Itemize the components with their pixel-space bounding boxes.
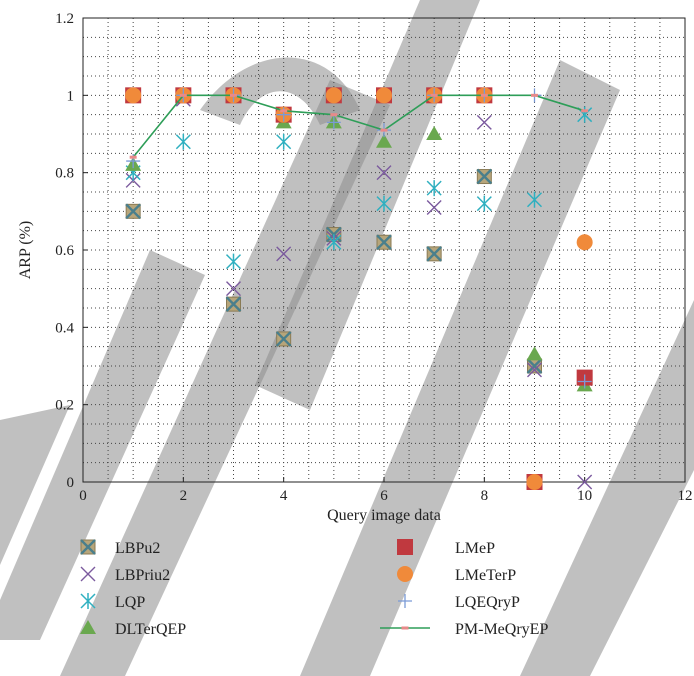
point-pm-meqryep [581,109,589,113]
point-lbpu2 [476,168,493,185]
watermark-band-3 [60,80,390,676]
y-tick-label: 0 [67,475,75,491]
legend-label-lqeqryp: LQEQryP [455,594,520,611]
point-pm-meqryep [230,93,237,97]
legend-symbol-lbpu2 [80,539,96,555]
point-lmeterp [376,87,392,104]
x-tick-label: 8 [481,488,489,504]
point-lqp [526,191,543,208]
watermark-band-2 [0,250,205,640]
legend: LBPu2 LBPriu2 LQP DLTerQEP LMeP LMeTerP LQEQry… [80,539,548,638]
series-layer [125,87,593,490]
point-lqp [276,133,292,150]
point-lbpu2 [125,203,142,220]
point-pm-meqryep [330,113,338,117]
point-lqp [476,195,492,212]
y-tick-label: 0.8 [55,166,74,182]
point-lbpriu2 [577,474,593,490]
point-dlterqep [526,346,543,361]
legend-symbol-lmeterp [397,566,413,582]
point-lmeterp [325,87,342,104]
legend-symbol-lqeqryp [398,594,412,608]
legend-label-lmep: LMeP [455,540,495,557]
point-lqeqryp [326,115,341,130]
legend-symbol-dlterqep [80,620,96,634]
point-pm-meqryep [129,155,137,159]
legend-label-lmeterp: LMeTerP [455,567,516,584]
y-tick-label: 0.2 [55,398,74,414]
x-axis-title: Query image data [327,507,441,524]
point-lbpriu2 [226,281,241,297]
point-lbpriu2 [476,114,492,130]
legend-item-lqp: LQP [80,593,145,611]
legend-symbol-pm-meqryep [380,626,430,630]
point-dlterqep [426,126,443,140]
point-pm-meqryep [280,109,288,113]
point-lqp [175,133,191,150]
point-lbpu2 [426,246,443,262]
point-lqeqryp [577,374,592,389]
legend-symbol-lbpriu2 [80,566,96,582]
legend-label-pm-meqryep: PM-MeQryEP [455,621,548,638]
point-lmeterp [125,87,142,104]
point-lbpriu2 [376,165,392,181]
point-pm-meqryep [430,93,438,97]
point-lqp [376,195,392,212]
x-tick-label: 0 [79,488,87,504]
series-lbpu2 [125,87,543,374]
point-lbpu2 [526,358,543,374]
point-lbpu2 [275,331,292,347]
point-pm-meqryep [531,93,538,97]
point-lbpriu2 [426,199,442,215]
watermark-band-1 [0,405,70,565]
point-lmeterp [576,234,593,251]
series-pm-meqryep [129,93,589,159]
x-tick-label: 10 [577,488,592,504]
point-dlterqep [376,133,392,148]
watermark-band-7 [200,57,360,125]
point-pm-meqryep [179,93,187,97]
y-tick-label: 1 [67,88,75,104]
y-tick-label: 1.2 [55,11,74,27]
legend-symbol-lmep [397,539,413,555]
point-lqp [426,180,442,197]
legend-label-dlterqep: DLTerQEP [115,621,186,638]
legend-item-lmeterp: LMeTerP [397,566,516,584]
x-tick-label: 12 [678,488,693,504]
y-axis: 0 0.2 0.4 0.6 0.8 1 1.2 [55,11,88,491]
watermark-band-5 [300,60,620,676]
point-lqp [326,234,342,251]
legend-item-lbpu2: LBPu2 [80,539,160,557]
x-tick-label: 6 [380,488,388,504]
legend-symbol-lqp [80,593,96,609]
series-line-pm-meqryep [132,94,585,158]
point-lqp [225,253,242,270]
point-lbpu2 [225,296,242,312]
y-axis-title: ARP (%) [17,221,34,280]
point-lbpriu2 [276,246,292,262]
point-lmeterp [526,474,543,490]
point-pm-meqryep [380,128,388,132]
legend-item-lqeqryp: LQEQryP [398,594,520,611]
y-tick-label: 0.4 [55,320,74,336]
watermark-band-6 [520,300,694,676]
legend-item-dlterqep: DLTerQEP [80,620,186,638]
y-tick-label: 0.6 [55,243,74,259]
legend-label-lbpriu2: LBPriu2 [115,567,170,584]
point-lbpriu2 [527,362,542,378]
point-pm-meqryep [480,93,488,97]
x-axis: 0 2 4 6 8 10 12 [79,477,693,504]
x-tick-label: 2 [180,488,188,504]
point-lbpu2 [376,234,392,251]
legend-item-pm-meqryep: PM-MeQryEP [380,621,548,638]
x-tick-label: 4 [280,488,288,504]
legend-item-lbpriu2: LBPriu2 [80,566,170,584]
legend-label-lbpu2: LBPu2 [115,540,160,557]
legend-label-lqp: LQP [115,594,145,611]
series-lqp [125,106,593,270]
legend-item-lmep: LMeP [397,539,495,557]
